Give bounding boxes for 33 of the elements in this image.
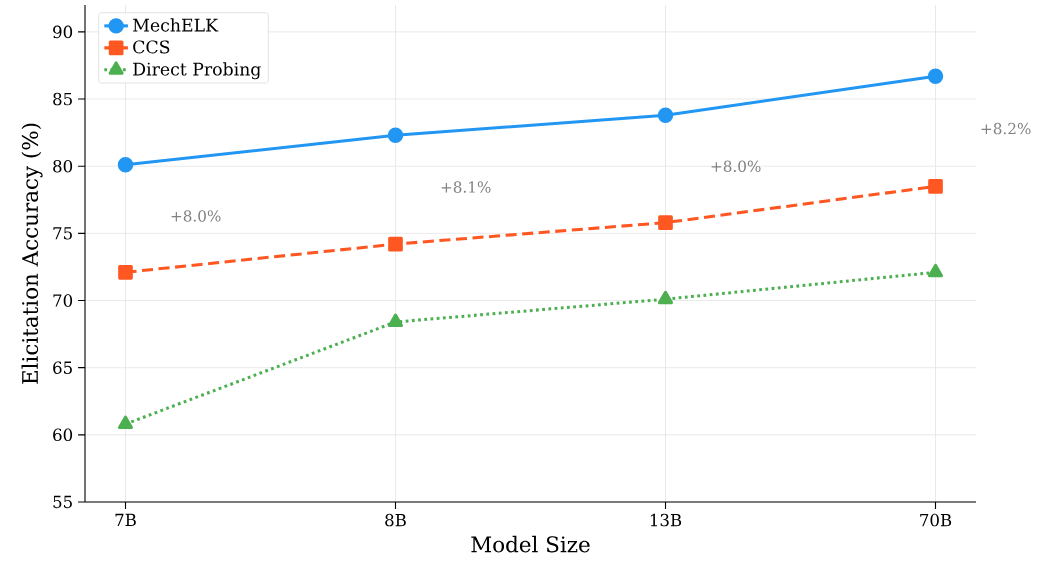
annotation: +8.1% xyxy=(441,181,491,193)
point xyxy=(117,415,134,430)
legend-label: CCS xyxy=(133,40,170,54)
point xyxy=(927,68,944,84)
point xyxy=(118,264,133,280)
y-tick-label: 90 xyxy=(53,25,73,39)
legend-label: MechELK xyxy=(133,18,219,32)
x-tick-label: 70B xyxy=(920,513,952,527)
point xyxy=(388,236,403,252)
x-tick-label: 7B xyxy=(115,513,136,526)
point xyxy=(927,263,944,278)
point xyxy=(658,215,673,230)
x-tick-label: 13B xyxy=(650,513,682,527)
text: +8.2% xyxy=(981,122,1031,135)
y-tick-label: 75 xyxy=(53,227,72,240)
point xyxy=(387,313,404,327)
point xyxy=(387,127,404,144)
y-tick-label: 85 xyxy=(53,92,72,106)
y-tick-label: 55 xyxy=(53,495,72,509)
x-axis-title: Model Size xyxy=(471,535,590,553)
y-tick-label: 60 xyxy=(53,428,73,442)
y-tick-label: 70 xyxy=(53,294,73,307)
y-tick-label: 80 xyxy=(53,159,73,173)
y-tick-label: 65 xyxy=(53,361,72,374)
annotation: +8.0% xyxy=(171,210,221,222)
point xyxy=(657,107,674,123)
x-tick-label: 8B xyxy=(385,513,406,527)
point xyxy=(657,290,674,305)
legend-label: Direct Probing xyxy=(133,62,261,80)
point xyxy=(117,157,134,173)
annotation: +8.0% xyxy=(711,160,761,172)
y-axis-title: Elicitation Accuracy (%) xyxy=(21,123,43,384)
point xyxy=(928,179,943,194)
